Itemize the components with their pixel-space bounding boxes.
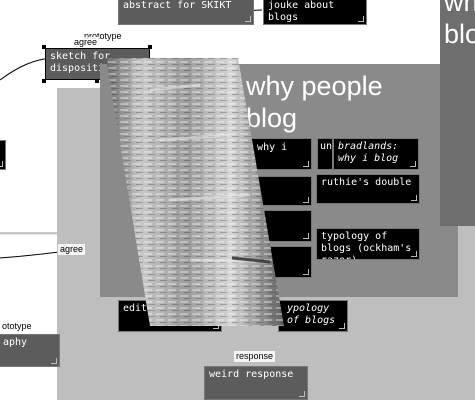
selection-handle[interactable] [148, 45, 152, 49]
resize-corner-icon[interactable] [410, 161, 416, 167]
selection-handle[interactable] [95, 79, 99, 83]
edge-label-response: response [234, 351, 276, 362]
edge-label-prototype: prototype [82, 31, 124, 42]
resize-corner-icon[interactable] [0, 161, 3, 167]
resize-corner-icon[interactable] [358, 16, 364, 22]
corner-title: wh blo [444, 0, 475, 49]
resize-corner-icon[interactable] [303, 161, 309, 167]
resize-corner-icon[interactable] [411, 195, 417, 201]
note-typology-partial[interactable]: ypology of blogs [278, 300, 348, 332]
resize-corner-icon[interactable] [245, 16, 251, 22]
resize-corner-icon[interactable] [303, 233, 309, 239]
note-un[interactable]: un [317, 138, 333, 170]
resize-corner-icon[interactable] [339, 323, 345, 329]
edge-label-agree: agree [58, 244, 86, 255]
resize-corner-icon[interactable] [303, 197, 309, 203]
resize-corner-icon[interactable] [303, 269, 309, 275]
corner-panel[interactable] [440, 0, 475, 226]
selection-handle[interactable] [42, 79, 46, 83]
note-abstract[interactable]: abstract for SKIKT [118, 0, 254, 25]
note-ruthie[interactable]: ruthie's double [316, 174, 420, 204]
resize-corner-icon[interactable] [411, 251, 417, 257]
note-box-c[interactable] [270, 246, 312, 278]
note-left-partial[interactable] [0, 140, 6, 170]
edge-label-prototype: ototype [0, 321, 34, 332]
overlay-title: why people blog [246, 71, 383, 133]
note-joke[interactable]: jouke about blogs [263, 0, 367, 25]
edge-label-agree: agree [72, 37, 100, 48]
resize-corner-icon[interactable] [51, 358, 57, 364]
resize-corner-icon[interactable] [299, 391, 305, 397]
note-typology[interactable]: typology of blogs (ockham's razor) [316, 228, 420, 260]
selection-handle[interactable] [42, 45, 46, 49]
note-graphy[interactable]: aphy [0, 334, 60, 367]
note-bradlands[interactable]: bradlands: why i blog [333, 138, 419, 170]
